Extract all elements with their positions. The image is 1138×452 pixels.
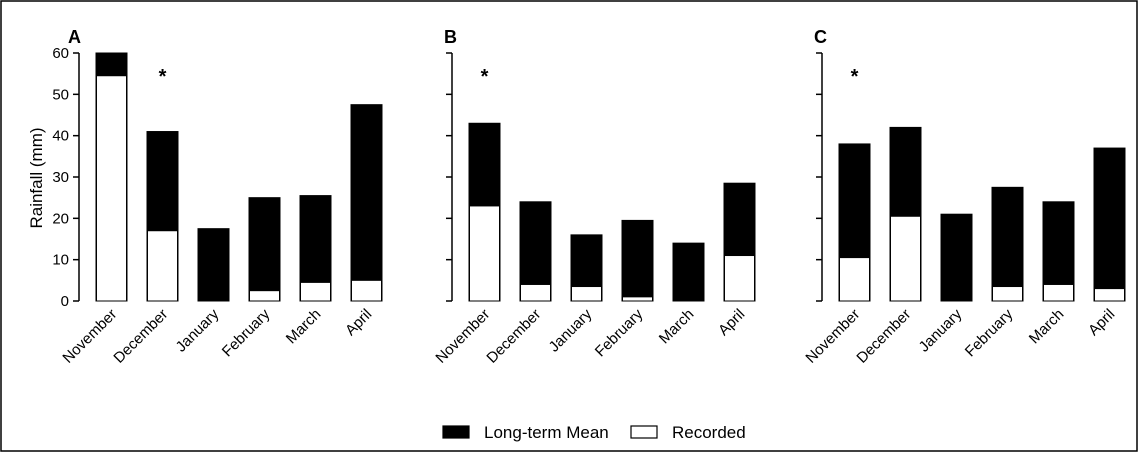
significance-asterisk: * [159,66,167,88]
legend-label-recorded: Recorded [672,423,746,442]
x-tick-label: February [962,305,1017,360]
y-tick-label: 10 [52,252,69,269]
bar-recorded [301,282,331,301]
legend-label-long-term-mean: Long-term Mean [484,423,609,442]
y-tick-label: 0 [61,293,69,310]
bar-long-term-mean [992,187,1023,301]
bar-recorded [623,297,653,301]
bar-long-term-mean [941,214,972,301]
bar-recorded [470,206,500,301]
x-tick-label: April [342,306,375,339]
bar-recorded [993,287,1023,301]
bar-recorded [1095,289,1125,301]
y-tick-label: 50 [52,86,69,103]
panel-label: B [444,27,457,47]
bar-long-term-mean [351,105,382,301]
x-tick-label: January [546,305,596,355]
significance-asterisk: * [851,66,859,88]
bar-recorded [725,256,755,301]
bar-recorded [1044,284,1074,301]
bar-recorded [148,231,178,301]
bar-long-term-mean [249,198,280,301]
x-tick-label: November [59,306,120,367]
x-tick-label: March [283,306,324,347]
bar-recorded [891,216,921,301]
y-tick-label: 40 [52,128,69,145]
x-tick-label: March [656,306,697,347]
bar-recorded [521,284,551,301]
legend-swatch-recorded [631,426,657,438]
bar-recorded [352,280,382,301]
x-tick-label: December [853,306,914,367]
bar-long-term-mean [673,243,704,301]
x-tick-label: March [1026,306,1067,347]
x-tick-label: December [110,306,171,367]
significance-asterisk: * [481,66,489,88]
panel-label: C [814,27,827,47]
y-tick-label: 60 [52,45,69,62]
x-tick-label: April [715,306,748,339]
y-tick-label: 30 [52,169,69,186]
bar-recorded [572,287,602,301]
x-tick-label: February [219,305,274,360]
bar-long-term-mean [622,220,653,301]
legend: Long-term Mean Recorded [443,423,746,442]
y-tick-label: 20 [52,210,69,227]
x-tick-label: February [592,305,647,360]
panel-label: A [68,27,81,47]
legend-swatch-long-term-mean [443,426,469,438]
x-tick-label: November [802,306,863,367]
x-tick-label: January [916,305,966,355]
bar-recorded [97,76,127,301]
x-tick-label: November [432,306,493,367]
y-axis-title: Rainfall (mm) [27,127,46,228]
bar-long-term-mean [198,229,229,301]
bar-recorded [250,291,280,301]
bar-recorded [840,258,870,301]
bar-long-term-mean [1094,148,1125,301]
x-tick-label: December [483,306,544,367]
x-tick-label: April [1085,306,1118,339]
x-tick-label: January [173,305,223,355]
